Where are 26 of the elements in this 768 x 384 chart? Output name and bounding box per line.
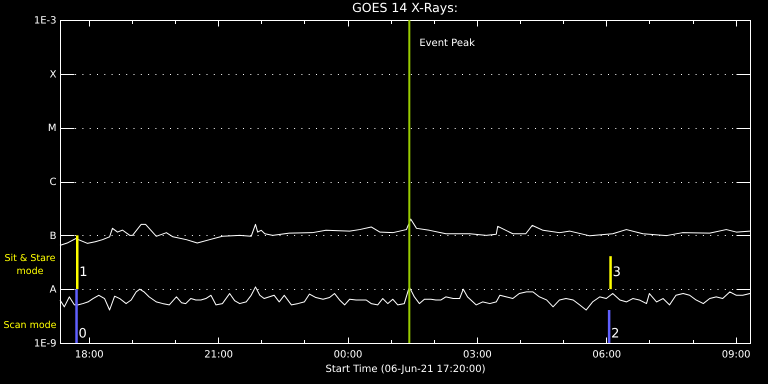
annotation: 0 bbox=[78, 326, 87, 342]
annotation: 1 bbox=[79, 264, 88, 280]
x-tick-label: 00:00 bbox=[334, 350, 362, 360]
x-tick-label: 06:00 bbox=[592, 350, 622, 360]
annotation: 2 bbox=[611, 326, 620, 342]
y-tick-label: A bbox=[50, 284, 57, 296]
text: Sit & Stare mode bbox=[4, 253, 56, 278]
x-axis-title: Start Time (06-Jun-21 17:20:00) bbox=[326, 364, 486, 375]
y-tick-label: B bbox=[50, 230, 57, 242]
y-tick-label: M bbox=[48, 123, 56, 134]
ref-line-label: Event Peak bbox=[419, 38, 476, 49]
series-label: Scan mode bbox=[3, 320, 57, 331]
x-tick-label: 03:00 bbox=[462, 350, 492, 360]
chart-title: GOES 14 X-Rays: bbox=[352, 0, 458, 15]
bar bbox=[76, 235, 78, 290]
y-tick-label: 1E-3 bbox=[34, 16, 56, 26]
x-tick-label: 21:00 bbox=[204, 350, 234, 360]
y-tick-label: X bbox=[50, 69, 57, 80]
bar bbox=[608, 310, 610, 343]
x-tick-label: 18:00 bbox=[74, 350, 104, 360]
y-tick-label: C bbox=[50, 177, 57, 188]
x-tick-label: 09:00 bbox=[722, 350, 751, 360]
bar bbox=[609, 256, 612, 290]
y-tick-label: 1E-9 bbox=[34, 338, 56, 350]
bar bbox=[75, 289, 78, 343]
annotation: 3 bbox=[612, 264, 621, 280]
